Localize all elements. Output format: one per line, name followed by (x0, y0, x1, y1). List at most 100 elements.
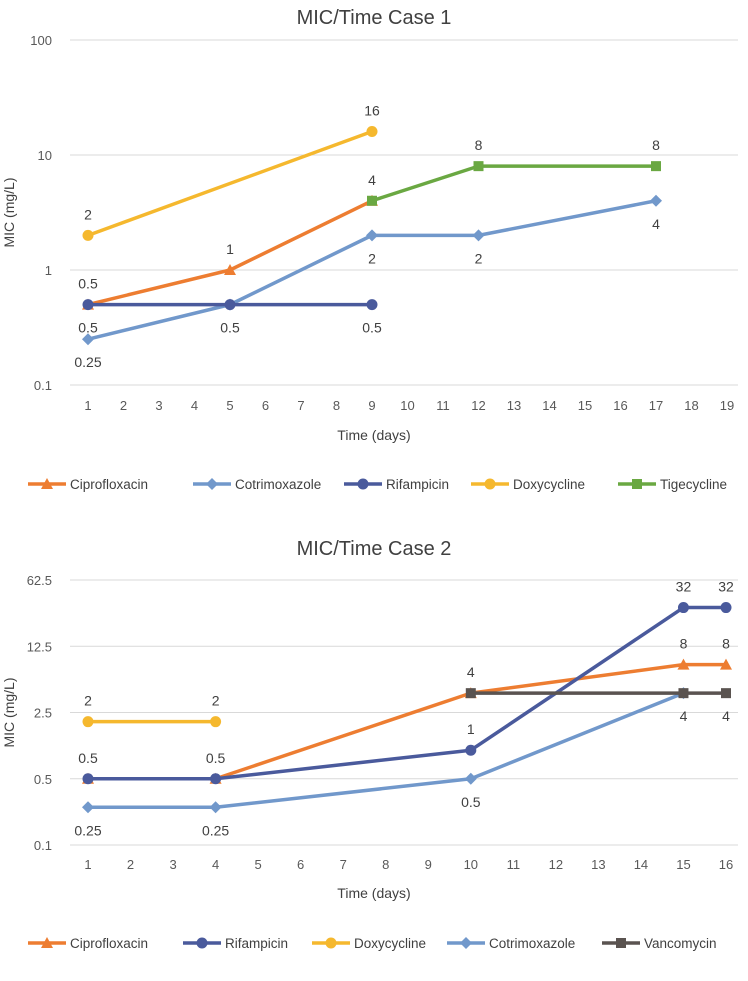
chart-2-data-label-rifampicin: 32 (676, 579, 692, 595)
chart-2-point-rifampicin (82, 773, 94, 785)
chart-2-data-label-rifampicin: 0.5 (206, 750, 226, 766)
chart-1-point-cotrimoxazole (82, 333, 94, 346)
chart-1-legend-marker-rifampicin (357, 478, 369, 490)
chart-1-x-tick-label: 10 (400, 398, 414, 413)
chart-1-point-ciprofloxacin (224, 264, 236, 275)
chart-2-x-tick-label: 11 (507, 857, 521, 872)
chart-1-x-tick-label: 14 (542, 398, 556, 413)
chart-1-x-tick-label: 3 (155, 398, 162, 413)
chart-1-x-tick-label: 6 (262, 398, 269, 413)
chart-1-x-tick-label: 2 (120, 398, 127, 413)
chart-1-x-tick-label: 16 (613, 398, 627, 413)
chart-1-x-tick-label: 12 (471, 398, 485, 413)
chart-2-point-vancomycin (465, 688, 476, 699)
chart-2-x-tick-label: 1 (84, 857, 91, 872)
chart-2-y-tick-label: 2.5 (34, 706, 52, 721)
chart-2-point-vancomycin (721, 688, 731, 699)
chart-1-x-tick-label: 17 (649, 398, 663, 413)
chart-2-data-label-doxycycline: 2 (212, 693, 220, 709)
chart-2-data-label-rifampicin: 32 (718, 579, 734, 595)
chart-2-point-rifampicin (465, 744, 477, 756)
chart-2-x-tick-label: 5 (255, 857, 262, 872)
chart-1-y-tick-label: 100 (30, 33, 52, 48)
chart-2-point-cotrimoxazole (464, 772, 477, 785)
chart-1-point-tigecycline (473, 161, 484, 172)
chart-1-point-cotrimoxazole (472, 229, 485, 242)
chart-1-x-tick-label: 13 (507, 398, 521, 413)
chart-2-legend-marker-rifampicin (196, 937, 208, 949)
chart-1-y-tick-label: 0.1 (34, 378, 52, 393)
chart-2-y-tick-label: 12.5 (27, 639, 52, 654)
chart-2-data-label-vancomycin: 4 (722, 708, 730, 724)
chart-1-data-label-doxycycline: 2 (84, 206, 92, 222)
chart-1-x-tick-label: 19 (720, 398, 734, 413)
chart-1-data-label-cotrimoxazole: 0.25 (74, 354, 101, 370)
chart-2-data-label-vancomycin: 4 (680, 708, 688, 724)
chart-2-x-tick-label: 12 (549, 857, 563, 872)
chart-2-point-vancomycin (678, 688, 689, 699)
chart-2-legend-marker-ciprofloxacin (41, 937, 53, 948)
chart-1-data-label-ciprofloxacin: 1 (226, 241, 234, 257)
chart-2-data-label-doxycycline: 2 (84, 693, 92, 709)
chart-2-data-label-rifampicin: 1 (467, 721, 475, 737)
chart-2-point-doxycycline (210, 716, 222, 728)
chart-1-x-tick-label: 4 (191, 398, 198, 413)
chart-1-point-rifampicin (366, 299, 378, 311)
chart-2-x-tick-label: 2 (127, 857, 134, 872)
chart-1-point-doxycycline (82, 229, 94, 241)
chart-2-legend-marker-vancomycin (616, 938, 626, 948)
chart-2-series-line-cotrimoxazole (88, 691, 685, 810)
chart-2: MIC/Time Case 20.10.52.512.562.51 2 3 4 5 6 7 8… (1, 538, 738, 951)
chart-1-x-tick-label: 5 (226, 398, 233, 413)
chart-2-point-rifampicin (210, 773, 222, 785)
chart-1-legend-marker-tigecycline (632, 479, 642, 489)
chart-1-data-label-rifampicin: 0.5 (78, 320, 98, 336)
chart-2-data-label-cotrimoxazole: 0.25 (202, 822, 229, 838)
chart-1-data-label-cotrimoxazole: 2 (475, 250, 483, 266)
chart-2-point-ciprofloxacin (677, 658, 690, 670)
chart-1-data-label-cotrimoxazole: 4 (652, 216, 660, 232)
chart-2-legend-label-rifampicin: Rifampicin (225, 936, 288, 951)
chart-1-x-tick-label: 18 (684, 398, 698, 413)
chart-1-legend-label-tigecycline: Tigecycline (660, 477, 727, 492)
chart-2-x-tick-label: 10 (464, 857, 478, 872)
chart-1-x-tick-label: 1 (84, 398, 91, 413)
chart-2-x-tick-label: 9 (425, 857, 432, 872)
chart-2-x-tick-label: 16 (719, 857, 733, 872)
chart-1-point-doxycycline (366, 126, 378, 138)
chart-1-legend-label-ciprofloxacin: Ciprofloxacin (70, 477, 148, 492)
chart-1-point-rifampicin (82, 299, 94, 311)
chart-1-data-label-tigecycline: 8 (652, 137, 660, 153)
chart-1-x-tick-label: 9 (368, 398, 375, 413)
chart-1-point-cotrimoxazole (366, 229, 378, 242)
chart-2-point-cotrimoxazole (209, 801, 222, 814)
chart-1-data-label-doxycycline: 16 (364, 103, 380, 119)
chart-2-data-label-ciprofloxacin: 8 (680, 636, 688, 652)
chart-2-x-tick-label: 14 (634, 857, 648, 872)
chart-1-point-cotrimoxazole (650, 194, 662, 207)
chart-1-x-tick-label: 11 (436, 398, 450, 413)
chart-1-legend-marker-doxycycline (484, 478, 496, 490)
chart-1-data-label-rifampicin: 0.5 (362, 320, 382, 336)
chart-2-legend-label-cotrimoxazole: Cotrimoxazole (489, 936, 575, 951)
chart-2-data-label-ciprofloxacin: 8 (722, 636, 730, 652)
chart-2-point-ciprofloxacin (720, 658, 732, 670)
chart-1-title: MIC/Time Case 1 (297, 7, 452, 29)
chart-1-x-tick-label: 15 (578, 398, 592, 413)
chart-2-y-tick-label: 62.5 (27, 573, 52, 588)
chart-2-data-label-cotrimoxazole: 0.25 (74, 822, 101, 838)
chart-1-data-label-ciprofloxacin: 4 (368, 172, 376, 188)
chart-2-data-label-ciprofloxacin: 4 (467, 664, 475, 680)
chart-2-x-tick-label: 4 (212, 857, 219, 872)
chart-2-data-label-cotrimoxazole: 0.5 (461, 794, 481, 810)
chart-1-series-line-tigecycline (371, 164, 656, 203)
chart-2-x-tick-label: 7 (340, 857, 347, 872)
chart-1-data-label-ciprofloxacin: 0.5 (78, 276, 98, 292)
chart-1-series-line-doxycycline (87, 129, 373, 238)
chart-2-point-rifampicin (677, 602, 689, 614)
chart-1-y-tick-label: 1 (45, 263, 52, 278)
chart-1-x-tick-label: 7 (297, 398, 304, 413)
chart-2-y-tick-label: 0.5 (34, 772, 52, 787)
chart-1-y-tick-label: 10 (38, 148, 52, 163)
chart-1-legend-marker-ciprofloxacin (41, 478, 53, 489)
